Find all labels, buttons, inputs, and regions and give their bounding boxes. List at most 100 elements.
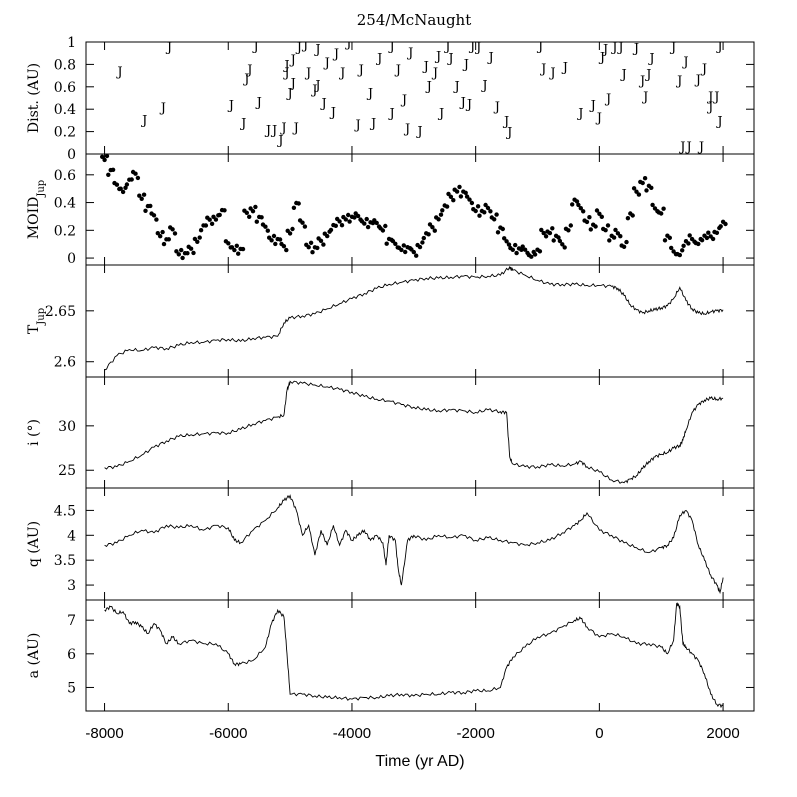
data-point xyxy=(250,209,256,214)
data-point-J: J xyxy=(313,43,320,58)
data-point xyxy=(463,190,468,195)
data-point xyxy=(547,230,553,236)
data-point xyxy=(488,209,493,214)
data-point xyxy=(158,234,163,239)
data-point xyxy=(483,202,488,208)
data-point xyxy=(355,213,361,219)
data-point xyxy=(401,243,406,248)
data-point xyxy=(454,189,460,194)
x-tick-label: -8000 xyxy=(85,725,123,742)
data-point-J: J xyxy=(357,63,364,78)
data-point-J: J xyxy=(462,57,469,72)
y-axis-label-main: T xyxy=(26,324,42,334)
data-point xyxy=(192,236,198,242)
data-point xyxy=(287,231,293,236)
data-point-J: J xyxy=(446,52,453,67)
data-point xyxy=(475,204,481,209)
data-point xyxy=(273,241,278,247)
data-point-J: J xyxy=(245,63,252,78)
data-point-J: J xyxy=(310,83,317,98)
data-point-J: J xyxy=(338,66,345,81)
data-point xyxy=(234,243,239,248)
data-point xyxy=(333,223,338,228)
data-point-J: J xyxy=(715,39,722,54)
data-point xyxy=(296,201,301,206)
data-point-J: J xyxy=(251,39,258,54)
data-point xyxy=(321,242,326,247)
data-point xyxy=(485,205,491,211)
data-point-J: J xyxy=(400,93,407,108)
data-point xyxy=(420,240,425,245)
series-tjup xyxy=(104,265,724,371)
data-point-J: J xyxy=(548,66,555,81)
data-point-J: J xyxy=(638,74,645,89)
data-point xyxy=(458,194,464,199)
data-point-J: J xyxy=(453,80,460,95)
data-point-J: J xyxy=(678,140,685,155)
y-axis-label-main: i (°) xyxy=(26,419,42,446)
data-point xyxy=(581,209,586,214)
data-point xyxy=(328,227,334,233)
data-point-J: J xyxy=(406,46,413,61)
data-point xyxy=(618,234,623,239)
data-point xyxy=(514,250,519,256)
data-point xyxy=(137,193,142,198)
data-point xyxy=(550,226,555,231)
data-point xyxy=(118,186,123,191)
data-point xyxy=(191,250,196,256)
data-point xyxy=(203,223,209,228)
data-point xyxy=(587,215,592,220)
data-point-J: J xyxy=(604,92,611,107)
data-point-J: J xyxy=(344,36,351,51)
data-point xyxy=(399,247,404,253)
data-point-J: J xyxy=(388,39,395,54)
data-point-J: J xyxy=(706,90,713,105)
data-point xyxy=(469,200,475,206)
data-point-J: J xyxy=(289,53,296,68)
data-point xyxy=(451,198,456,203)
data-point xyxy=(677,252,682,258)
x-axis: -8000 -6000 -4000 -2000 0 2000 xyxy=(85,725,739,742)
data-point xyxy=(446,191,451,197)
data-point xyxy=(504,239,509,244)
data-point xyxy=(374,220,379,226)
data-point-J: J xyxy=(669,40,676,55)
data-point-J: J xyxy=(239,117,246,132)
data-point xyxy=(143,208,148,213)
data-point-J: J xyxy=(279,121,286,136)
y-tick-label: 0.4 xyxy=(54,196,76,212)
data-point xyxy=(411,249,416,255)
data-point-J: J xyxy=(227,99,234,114)
data-point-J: J xyxy=(601,43,608,58)
data-point-J: J xyxy=(465,98,472,113)
x-tick-label: 2000 xyxy=(706,725,739,742)
data-point xyxy=(362,221,367,226)
data-point xyxy=(557,238,563,244)
data-point xyxy=(364,216,369,222)
data-point xyxy=(254,219,259,224)
data-point xyxy=(669,245,674,251)
data-point xyxy=(277,237,283,242)
data-point-J: J xyxy=(295,40,302,55)
data-point xyxy=(607,238,612,243)
y-tick-label: 2.65 xyxy=(45,304,76,320)
data-point xyxy=(180,255,185,261)
data-point xyxy=(687,233,692,238)
data-point xyxy=(723,221,728,227)
data-point-J: J xyxy=(313,79,320,94)
data-point xyxy=(448,194,454,199)
x-axis-label: Time (yr AD) xyxy=(375,753,464,770)
data-point xyxy=(467,197,472,202)
data-point xyxy=(464,194,470,199)
data-point-J: J xyxy=(589,99,596,114)
y-axis-label-sub: Jup xyxy=(36,180,47,198)
data-point-J: J xyxy=(292,121,299,136)
data-point-J: J xyxy=(165,40,172,55)
data-point-J: J xyxy=(286,86,293,101)
x-tick-label: -4000 xyxy=(333,725,371,742)
y-tick-label: 25 xyxy=(58,463,76,479)
data-point xyxy=(539,227,544,233)
data-point xyxy=(222,208,227,213)
